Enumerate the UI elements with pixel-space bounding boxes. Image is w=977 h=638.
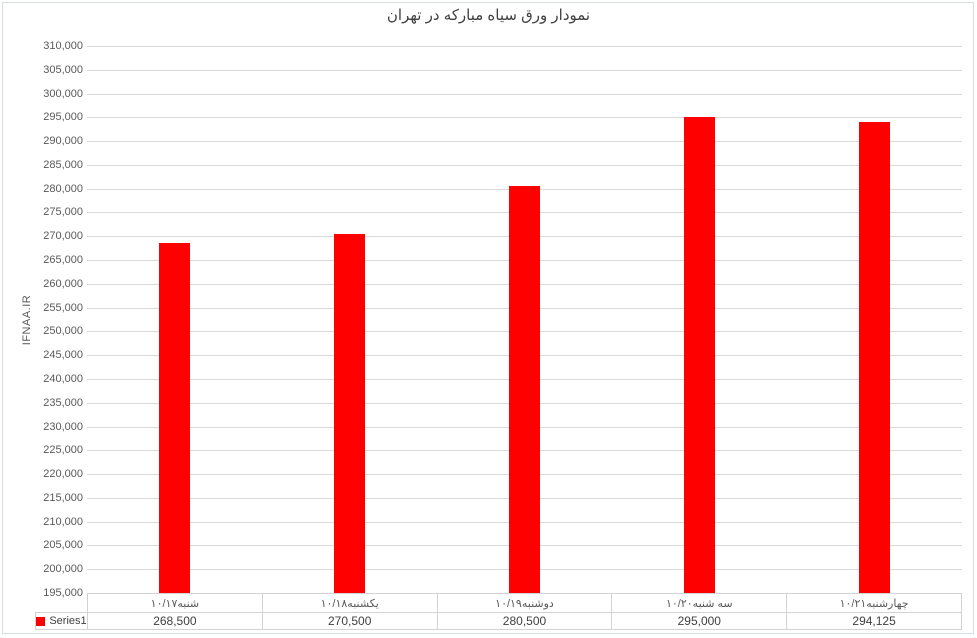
y-tick-label: 225,000	[43, 444, 83, 456]
chart-title: نمودار ورق سیاه مبارکه در تهران	[386, 7, 591, 24]
bar	[859, 122, 890, 593]
y-tick-label: 205,000	[43, 539, 83, 551]
y-tick-label: 220,000	[43, 468, 83, 480]
category-cell: شنبه۱۰/۱۷	[150, 597, 200, 610]
value-cell: 295,000	[611, 613, 786, 629]
y-tick-label: 240,000	[43, 373, 83, 385]
category-cell: یکشنبه۱۰/۱۸	[261, 594, 437, 612]
y-tick-label: 235,000	[43, 397, 83, 409]
gridline	[87, 141, 962, 142]
bar	[509, 186, 540, 593]
category-row: شنبه۱۰/۱۷ یکشنبه۱۰/۱۸ دوشنبه۱۰/۱۹ سه شنبه۱۰…	[87, 593, 962, 613]
y-tick-label: 195,000	[43, 587, 83, 599]
y-tick-label: 200,000	[43, 563, 83, 575]
y-tick-label: 285,000	[43, 159, 83, 171]
y-tick-label: 255,000	[43, 302, 83, 314]
y-tick-label: 230,000	[43, 421, 83, 433]
value-row: 268,500 270,500 280,500 295,000 294,125	[87, 612, 962, 630]
bar	[334, 234, 365, 593]
y-tick-label: 295,000	[43, 111, 83, 123]
legend: Series1	[35, 612, 88, 630]
gridline	[87, 70, 962, 71]
y-tick-label: 245,000	[43, 349, 83, 361]
gridline	[87, 165, 962, 166]
y-tick-label: 275,000	[43, 206, 83, 218]
y-tick-label: 250,000	[43, 325, 83, 337]
value-cell: 280,500	[436, 613, 612, 629]
y-tick-label: 215,000	[43, 492, 83, 504]
value-cell: 270,500	[261, 613, 437, 629]
y-tick-label: 310,000	[43, 40, 83, 52]
y-tick-label: 270,000	[43, 230, 83, 242]
y-tick-label: 305,000	[43, 64, 83, 76]
category-cell: سه شنبه۱۰/۲۰	[611, 594, 786, 612]
legend-red-square-icon	[36, 616, 46, 626]
y-tick-label: 290,000	[43, 135, 83, 147]
value-cell: 294,125	[786, 613, 961, 629]
gridline	[87, 46, 962, 47]
category-cell: چهارشنبه۱۰/۲۱	[786, 594, 961, 612]
y-tick-label: 210,000	[43, 516, 83, 528]
category-cell: دوشنبه۱۰/۱۹	[436, 594, 612, 612]
bar	[684, 117, 715, 593]
gridline	[87, 117, 962, 118]
y-tick-label: 280,000	[43, 183, 83, 195]
bar	[159, 243, 190, 593]
y-tick-label: 260,000	[43, 278, 83, 290]
y-tick-label: 300,000	[43, 88, 83, 100]
y-tick-label: 265,000	[43, 254, 83, 266]
legend-series-label: Series1	[49, 614, 87, 627]
gridline	[87, 94, 962, 95]
value-cell: 268,500	[153, 614, 197, 628]
